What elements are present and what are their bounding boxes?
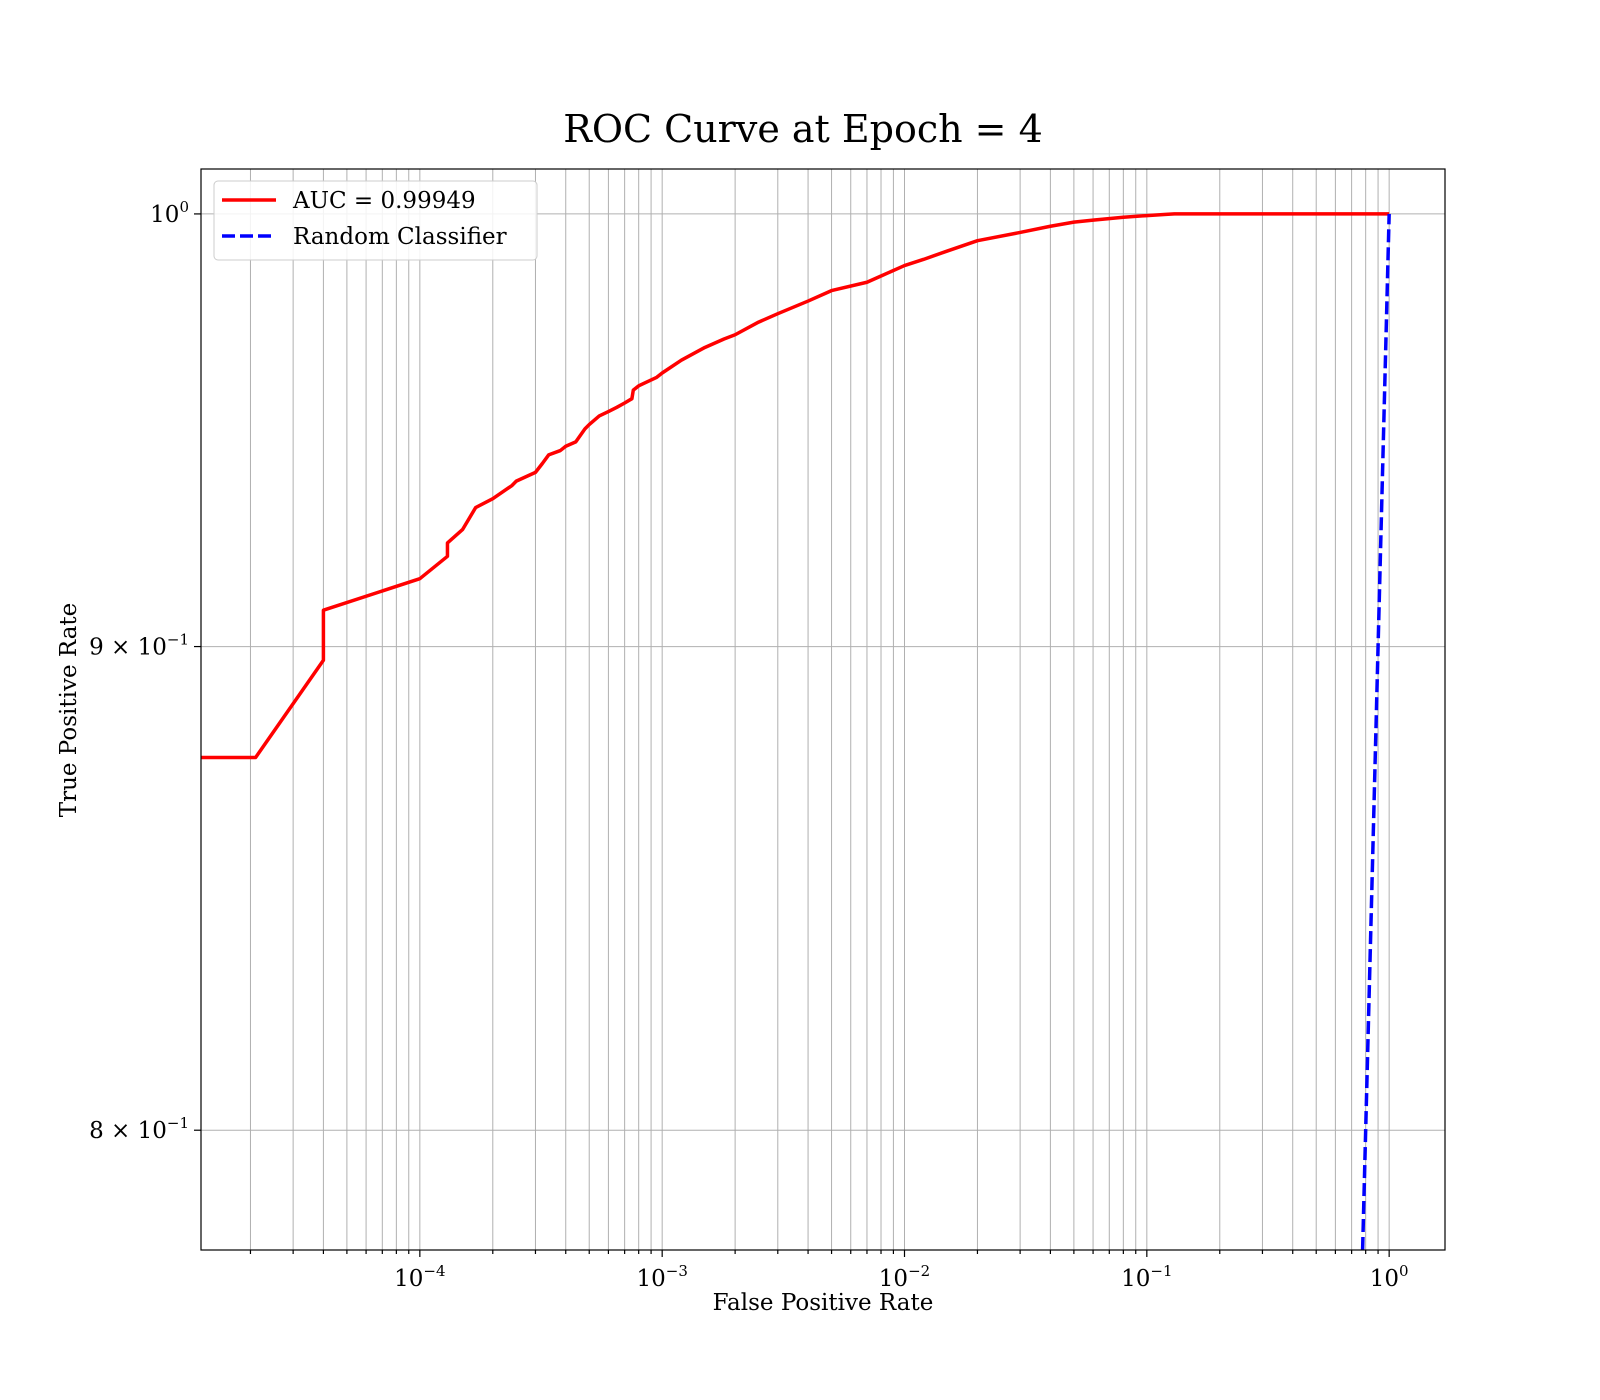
random-classifier-line	[1360, 213, 1391, 1250]
x-tick-label: 10−2	[879, 1262, 930, 1292]
legend-label-random: Random Classifier	[293, 224, 507, 250]
y-axis-label: True Positive Rate	[56, 603, 82, 818]
legend-label-auc: AUC = 0.99949	[292, 188, 476, 214]
legend: AUC = 0.99949 Random Classifier	[213, 180, 538, 261]
y-tick-label: 8 × 10−1	[89, 1114, 189, 1144]
legend-box	[213, 180, 538, 261]
plot-frame	[200, 168, 1446, 1251]
axis-ticks: 10−4 10−3 10−2 10−1 100 100 9 × 10−1 8 × 10−1	[89, 198, 1408, 1292]
plot-area	[201, 212, 1391, 1250]
x-tick-label: 10−1	[1121, 1262, 1172, 1292]
x-tick-label: 100	[1370, 1262, 1409, 1292]
y-tick-label: 9 × 10−1	[89, 631, 189, 661]
x-tick-label: 10−3	[636, 1262, 687, 1292]
chart-title: ROC Curve at Epoch = 4	[563, 107, 1043, 151]
grid	[201, 169, 1445, 1250]
roc-curve-line	[201, 212, 1390, 760]
x-axis-label: False Positive Rate	[713, 1290, 934, 1316]
y-tick-label: 100	[150, 198, 189, 228]
x-tick-label: 10−4	[394, 1262, 445, 1292]
